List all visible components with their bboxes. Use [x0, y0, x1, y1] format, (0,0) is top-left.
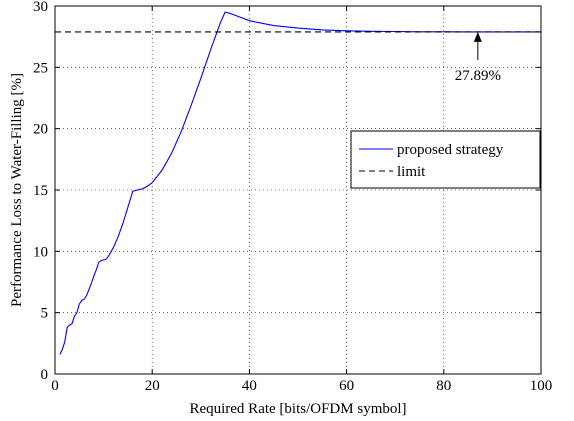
y-tick-label: 10	[33, 244, 48, 260]
annotation-arrow-head	[473, 31, 482, 42]
y-tick-label: 30	[33, 0, 48, 15]
annotation-label: 27.89%	[455, 68, 501, 84]
x-tick-label: 60	[339, 378, 354, 394]
x-tick-label: 0	[51, 378, 59, 394]
axis-ticks: 0 20 40 60 80 100 0 5 10 15 20 25 30	[33, 0, 552, 394]
x-tick-label: 20	[145, 378, 160, 394]
legend-box	[350, 130, 541, 189]
grid-lines	[55, 6, 541, 374]
x-axis-label: Required Rate [bits/OFDM symbol]	[189, 401, 406, 417]
y-tick-label: 5	[41, 306, 49, 322]
y-tick-label: 15	[33, 183, 48, 199]
legend-label-proposed-strategy: proposed strategy	[397, 142, 504, 158]
x-tick-label: 80	[436, 378, 451, 394]
y-tick-label: 20	[33, 122, 48, 138]
annotations: 27.89%	[455, 31, 501, 84]
series-line-proposed-strategy	[59, 11, 541, 355]
legend-label-limit: limit	[397, 164, 426, 180]
x-tick-label: 40	[242, 378, 257, 394]
y-axis-label: Performance Loss to Water-Filling [%]	[9, 73, 25, 307]
y-tick-label: 0	[41, 367, 49, 383]
legend: proposed strategy limit	[350, 130, 541, 189]
y-tick-label: 25	[33, 60, 48, 76]
series-group	[55, 11, 541, 355]
x-tick-label: 100	[530, 378, 553, 394]
